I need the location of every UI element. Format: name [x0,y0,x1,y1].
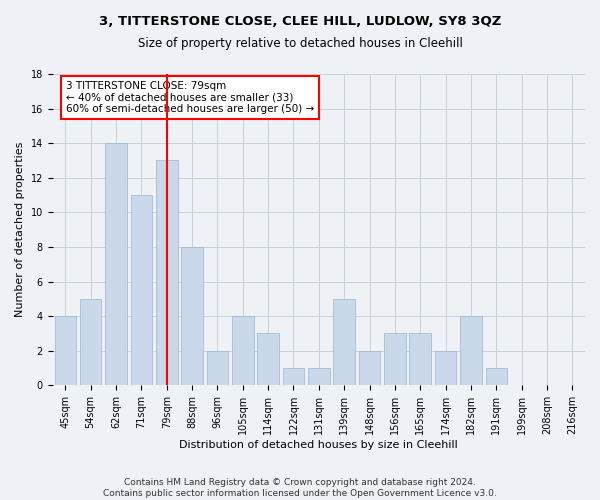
Bar [206,351,228,386]
Text: 3, TITTERSTONE CLOSE, CLEE HILL, LUDLOW, SY8 3QZ: 3, TITTERSTONE CLOSE, CLEE HILL, LUDLOW,… [99,15,501,28]
Bar [232,316,254,386]
Bar [181,247,203,386]
Bar [334,299,355,386]
Bar [435,351,457,386]
Bar [105,143,127,386]
Bar [384,334,406,386]
Bar [55,316,76,386]
Bar [131,195,152,386]
Bar [257,334,279,386]
Y-axis label: Number of detached properties: Number of detached properties [15,142,25,318]
Bar [308,368,329,386]
Bar [283,368,304,386]
Bar [460,316,482,386]
Bar [485,368,507,386]
Bar [156,160,178,386]
Bar [359,351,380,386]
Text: 3 TITTERSTONE CLOSE: 79sqm
← 40% of detached houses are smaller (33)
60% of semi: 3 TITTERSTONE CLOSE: 79sqm ← 40% of deta… [66,81,314,114]
Text: Size of property relative to detached houses in Cleehill: Size of property relative to detached ho… [137,38,463,51]
Bar [409,334,431,386]
Text: Contains HM Land Registry data © Crown copyright and database right 2024.
Contai: Contains HM Land Registry data © Crown c… [103,478,497,498]
X-axis label: Distribution of detached houses by size in Cleehill: Distribution of detached houses by size … [179,440,458,450]
Bar [80,299,101,386]
